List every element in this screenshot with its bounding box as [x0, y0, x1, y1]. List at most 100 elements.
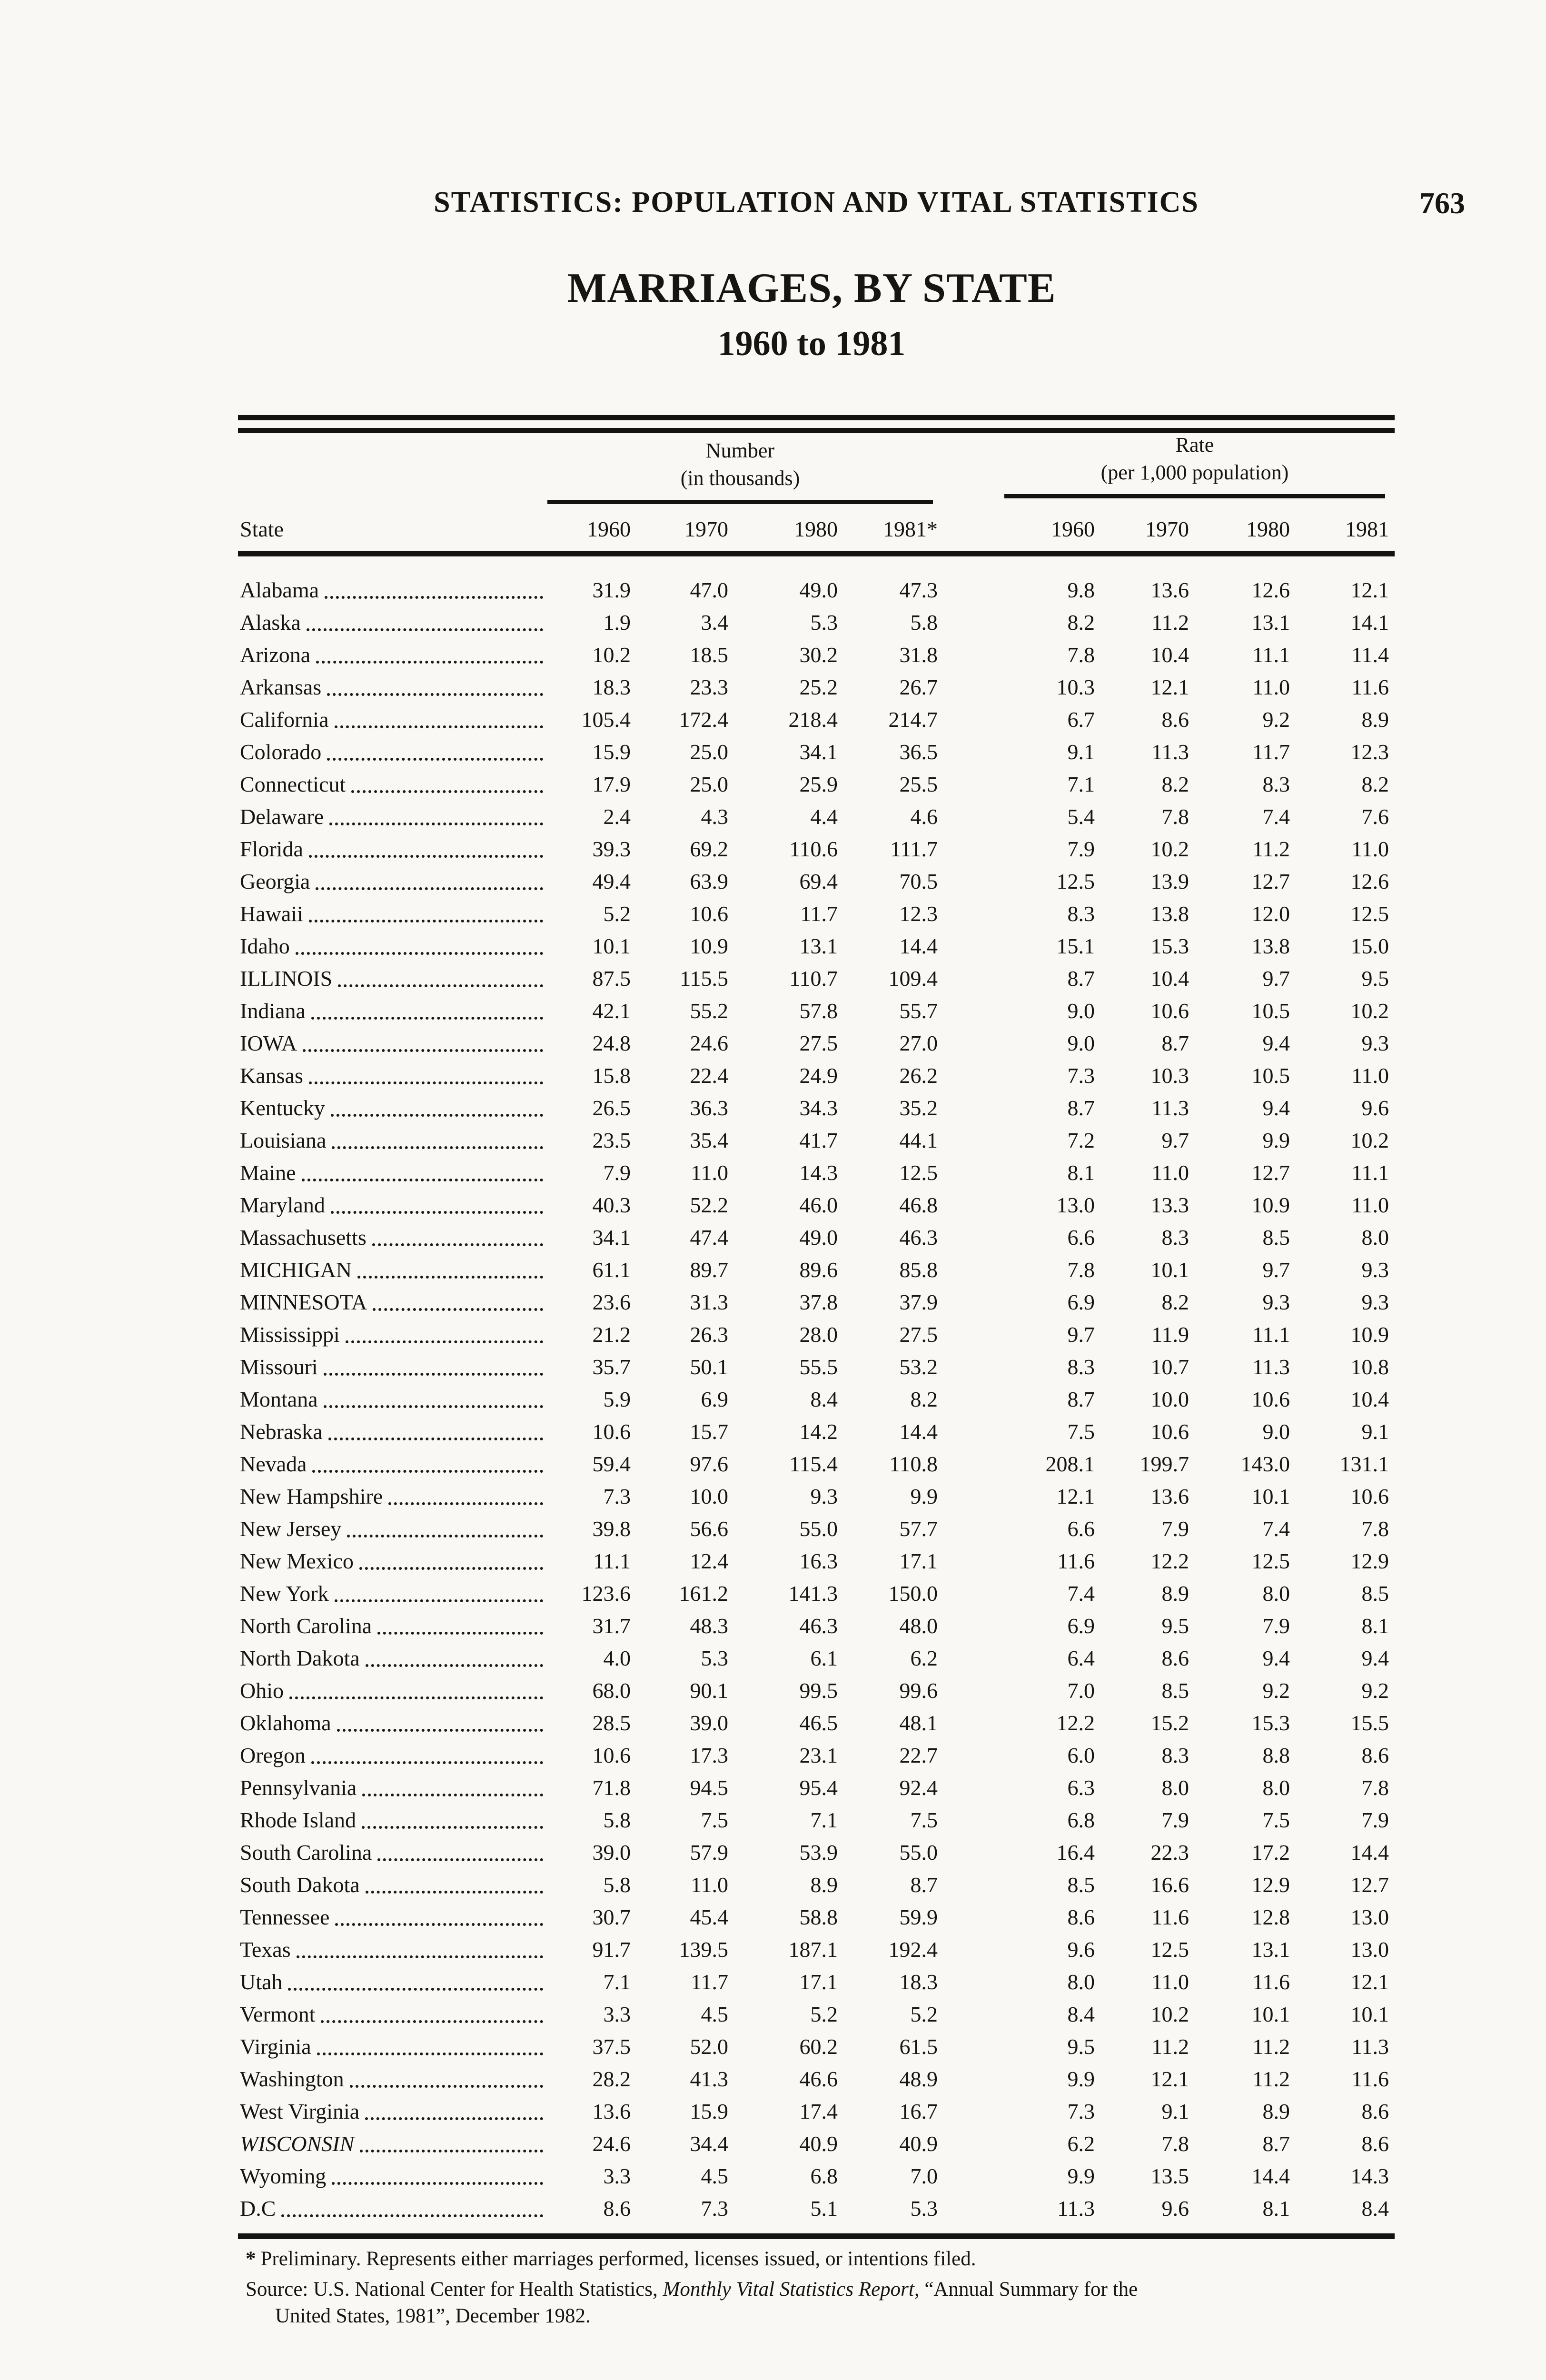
- rate-value-1981: 13.0: [1350, 1905, 1389, 1929]
- number-value-1970: 18.5: [690, 643, 729, 667]
- rate-value-1960: 9.7: [1067, 1322, 1095, 1347]
- rate-value-1960: 7.1: [1067, 772, 1095, 796]
- rate-value-1981: 10.2: [1350, 999, 1389, 1023]
- state-name: Tennessee: [240, 1905, 330, 1929]
- number-value-1981: 48.1: [899, 1711, 938, 1735]
- number-value-1970: 89.7: [690, 1258, 729, 1282]
- rate-value-1980: 8.9: [1262, 2099, 1290, 2123]
- number-value-1960: 23.5: [592, 1128, 631, 1152]
- state-cell: Mississippi: [240, 1319, 545, 1351]
- source-report-title: Monthly Vital Statistics Report,: [663, 2278, 920, 2301]
- state-name: Mississippi: [240, 1322, 340, 1347]
- rate-value-1981: 12.3: [1350, 740, 1389, 764]
- table-body: Alabama 31.9 47.0 49.0 47.3 9.8 13.6 12.6 12.1 Al…: [238, 574, 1395, 2225]
- rate-year-header: 1981: [1345, 517, 1389, 541]
- number-value-1981: 17.1: [899, 1549, 938, 1573]
- rate-value-1980: 11.1: [1252, 643, 1290, 667]
- rate-value-1960: 8.7: [1067, 966, 1095, 991]
- number-value-1960: 87.5: [592, 966, 631, 991]
- table-row: Alabama 31.9 47.0 49.0 47.3 9.8 13.6 12.6 12.1: [238, 574, 1395, 606]
- number-value-1980: 141.3: [788, 1581, 838, 1606]
- number-value-1980: 46.0: [799, 1193, 838, 1217]
- number-value-1981: 48.9: [899, 2067, 938, 2091]
- number-value-1981: 8.7: [910, 1873, 938, 1897]
- rate-value-1980: 13.1: [1251, 610, 1290, 635]
- number-value-1970: 47.4: [690, 1225, 729, 1250]
- rate-value-1960: 15.1: [1056, 934, 1095, 958]
- number-value-1981: 111.7: [890, 837, 938, 861]
- number-value-1960: 39.0: [592, 1840, 631, 1864]
- rate-value-1980: 9.4: [1262, 1646, 1290, 1670]
- dot-leader: [365, 1891, 543, 1894]
- number-value-1981: 192.4: [888, 1937, 938, 1962]
- state-cell: Alaska: [240, 606, 545, 639]
- dot-leader: [329, 823, 543, 825]
- rate-value-1980: 12.0: [1251, 902, 1290, 926]
- rate-value-1960: 10.3: [1056, 675, 1095, 699]
- number-value-1960: 17.9: [592, 772, 631, 796]
- state-name: New Jersey: [240, 1517, 342, 1541]
- state-cell: Wyoming: [240, 2160, 545, 2192]
- rate-value-1960: 9.8: [1067, 578, 1095, 602]
- state-cell: Florida: [240, 833, 545, 865]
- rate-value-1970: 10.3: [1150, 1063, 1189, 1088]
- state-name: Alaska: [240, 610, 301, 635]
- number-value-1960: 13.6: [592, 2099, 631, 2123]
- rate-value-1960: 7.3: [1067, 1063, 1095, 1088]
- state-cell: Nebraska: [240, 1416, 545, 1448]
- number-value-1970: 17.3: [690, 1743, 729, 1767]
- number-value-1970: 15.9: [690, 2099, 729, 2123]
- rate-value-1980: 7.4: [1262, 804, 1290, 829]
- number-value-1981: 40.9: [899, 2132, 938, 2156]
- number-value-1980: 30.2: [799, 643, 838, 667]
- rate-value-1981: 14.1: [1350, 610, 1389, 635]
- rate-year-header: 1970: [1145, 517, 1189, 541]
- state-name: Maryland: [240, 1193, 325, 1217]
- number-value-1980: 99.5: [799, 1678, 838, 1703]
- dot-leader: [289, 1696, 543, 1699]
- table-row: Tennessee 30.7 45.4 58.8 59.9 8.6 11.6 12.8 13.0: [238, 1901, 1395, 1934]
- rate-value-1960: 5.4: [1067, 804, 1095, 829]
- dot-leader: [377, 1632, 543, 1635]
- number-value-1980: 24.9: [799, 1063, 838, 1088]
- dot-leader: [327, 693, 543, 696]
- rate-value-1981: 12.7: [1350, 1873, 1389, 1897]
- rate-value-1980: 9.2: [1262, 707, 1290, 732]
- number-value-1970: 34.4: [690, 2132, 729, 2156]
- state-cell: Rhode Island: [240, 1804, 545, 1836]
- rate-value-1980: 8.1: [1262, 2196, 1290, 2221]
- rate-value-1981: 8.6: [1361, 2132, 1389, 2156]
- dot-leader: [388, 1502, 543, 1505]
- state-cell: South Carolina: [240, 1836, 545, 1869]
- state-name: Texas: [240, 1937, 291, 1962]
- state-cell: Washington: [240, 2063, 545, 2095]
- number-year-header: 1960: [587, 517, 631, 541]
- number-value-1960: 10.2: [592, 643, 631, 667]
- rate-value-1981: 7.6: [1361, 804, 1389, 829]
- number-value-1980: 89.6: [799, 1258, 838, 1282]
- rate-value-1981: 10.2: [1350, 1128, 1389, 1152]
- rate-value-1981: 14.4: [1350, 1840, 1389, 1864]
- table-row: D.C 8.6 7.3 5.1 5.3 11.3 9.6 8.1 8.4: [238, 2192, 1395, 2225]
- rate-value-1970: 13.3: [1150, 1193, 1189, 1217]
- state-cell: Hawaii: [240, 898, 545, 930]
- rate-value-1970: 16.6: [1150, 1873, 1189, 1897]
- rate-value-1960: 6.0: [1067, 1743, 1095, 1767]
- dot-leader: [301, 1179, 543, 1181]
- number-value-1960: 91.7: [592, 1937, 631, 1962]
- state-cell: MICHIGAN: [240, 1254, 545, 1286]
- dot-leader: [338, 984, 543, 987]
- table-row: MINNESOTA 23.6 31.3 37.8 37.9 6.9 8.2 9.3 9.3: [238, 1286, 1395, 1319]
- state-cell: Connecticut: [240, 768, 545, 801]
- number-value-1981: 37.9: [899, 1290, 938, 1314]
- rate-value-1980: 8.5: [1262, 1225, 1290, 1250]
- table-row: ILLINOIS 87.5 115.5 110.7 109.4 8.7 10.4 9.7 9.5: [238, 962, 1395, 995]
- rate-value-1981: 11.6: [1351, 675, 1389, 699]
- number-value-1970: 25.0: [690, 740, 729, 764]
- rate-value-1970: 13.6: [1150, 578, 1189, 602]
- number-value-1970: 10.9: [690, 934, 729, 958]
- rate-value-1981: 10.4: [1350, 1387, 1389, 1411]
- table-row: Hawaii 5.2 10.6 11.7 12.3 8.3 13.8 12.0 12.5: [238, 898, 1395, 930]
- running-head-row: STATISTICS: POPULATION AND VITAL STATIST…: [238, 186, 1395, 228]
- number-value-1970: 139.5: [679, 1937, 729, 1962]
